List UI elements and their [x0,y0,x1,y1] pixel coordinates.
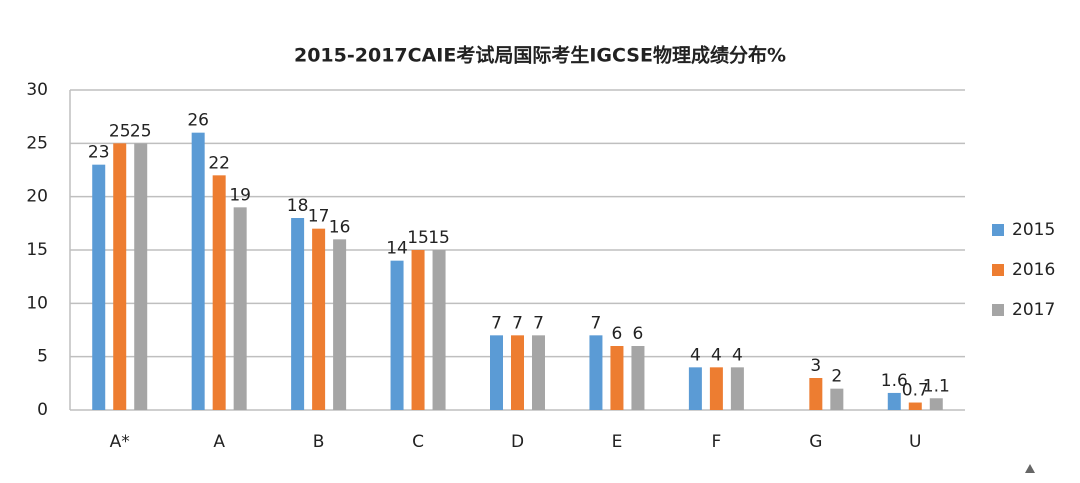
data-label: 6 [633,324,644,344]
data-label: 7 [591,313,602,333]
x-tick-label: B [313,432,325,452]
bar [312,228,326,410]
y-tick-label: 0 [37,400,48,420]
bar [291,218,305,410]
y-tick-label: 20 [26,187,48,207]
data-label: 18 [287,196,309,216]
data-label: 3 [810,356,821,376]
bar [631,346,645,410]
data-label: 17 [308,207,330,227]
bar [411,250,425,410]
x-tick-label: U [909,432,921,452]
bar [92,164,106,410]
legend-label: 2016 [1012,260,1055,280]
chart-title: 2015-2017CAIE考试局国际考生IGCSE物理成绩分布% [294,44,786,67]
data-label: 22 [208,153,230,173]
data-label: 19 [229,185,251,205]
bar [390,260,404,410]
bar [191,132,205,410]
x-tick-label: A* [110,432,130,452]
bar [532,335,545,410]
data-label: 6 [612,324,623,344]
bar [830,388,844,410]
bar [809,378,823,410]
bar [688,367,702,410]
bar [212,175,226,410]
data-label: 7 [491,313,502,333]
legend-swatch [992,304,1004,316]
data-label: 16 [329,217,351,237]
bar [908,402,922,410]
y-tick-label: 15 [26,240,48,260]
bar [589,335,603,410]
y-tick-label: 10 [26,293,48,313]
data-label: 4 [711,345,722,365]
data-label: 0.7 [902,381,929,401]
data-label: 7 [512,313,523,333]
data-label: 4 [690,345,701,365]
bar [333,239,347,410]
x-tick-label: E [612,432,623,452]
bar [610,346,624,410]
data-label: 7 [533,313,544,333]
y-tick-label: 25 [26,133,48,153]
x-tick-label: C [412,432,424,452]
data-label: 14 [386,239,408,259]
legend-swatch [992,264,1004,276]
data-label: 2 [831,367,842,387]
data-label: 1.1 [923,376,950,396]
data-label: 23 [88,143,110,163]
x-tick-label: A [213,432,225,452]
legend-label: 2015 [1012,220,1055,240]
bar [134,143,148,411]
x-tick-label: F [711,432,721,452]
y-tick-label: 5 [37,347,48,367]
data-label: 15 [428,228,450,248]
data-label: 25 [109,121,131,141]
bar [511,335,524,410]
legend-label: 2017 [1012,300,1055,320]
data-label: 4 [732,345,743,365]
bar [709,367,723,410]
bar [887,392,901,410]
data-label: 15 [407,228,429,248]
bar [929,398,943,410]
bar [233,207,247,410]
x-tick-label: D [511,432,524,452]
bar [113,143,127,411]
data-label: 26 [187,111,209,131]
legend-swatch [992,224,1004,236]
x-tick-label: G [809,432,822,452]
bar [730,367,744,410]
bar [432,250,446,410]
scroll-icon [1025,464,1035,473]
data-label: 25 [130,121,152,141]
data-label: 1.6 [881,371,908,391]
y-tick-label: 30 [26,80,48,100]
bar [490,335,503,410]
